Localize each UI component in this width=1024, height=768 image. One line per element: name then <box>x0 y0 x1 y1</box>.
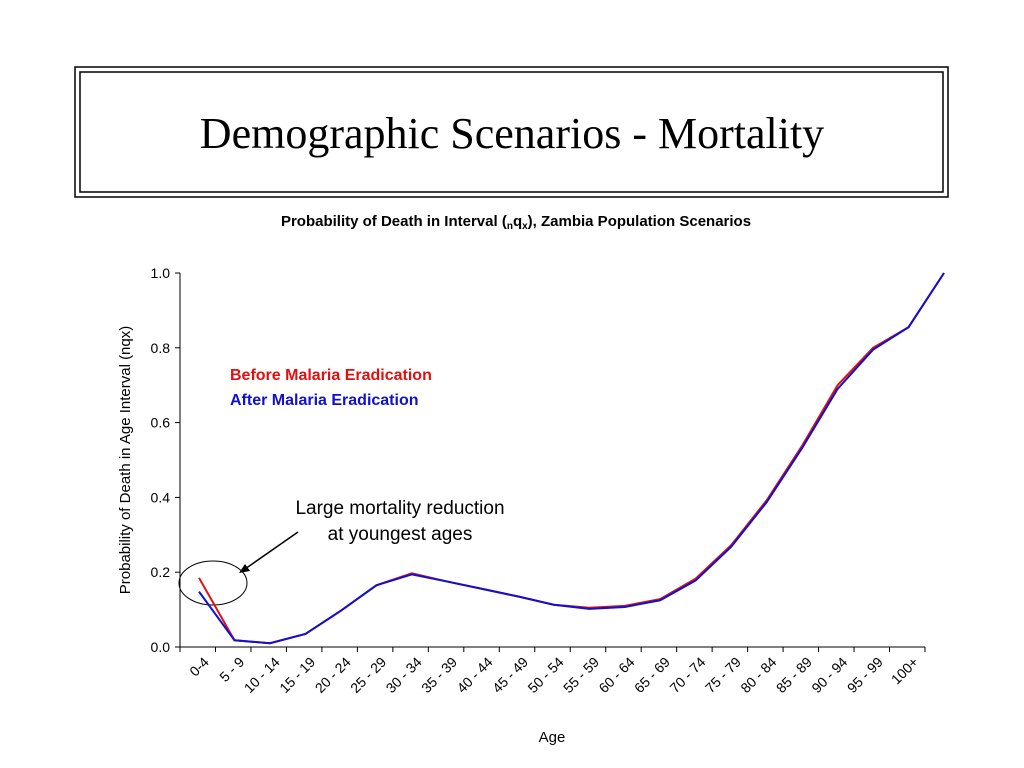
x-tick-label: 20 - 24 <box>312 654 354 696</box>
title-part: n <box>507 221 513 232</box>
annotation: at youngest ages <box>328 524 473 545</box>
x-tick-label: 90 - 94 <box>808 654 850 696</box>
x-tick-label: 100+ <box>888 654 922 688</box>
x-tick-label: 15 - 19 <box>276 654 318 696</box>
series-line <box>198 272 945 645</box>
x-tick-label: 5 - 9 <box>216 654 247 685</box>
y-axis-label: Probability of Death in Age Interval (nq… <box>117 326 134 594</box>
x-axis-label: Age <box>539 729 566 746</box>
y-tick-label: 0.6 <box>151 415 171 431</box>
title-part: ), Zambia Population Scenarios <box>528 213 751 230</box>
series-line <box>198 272 945 645</box>
y-tick-label: 1.0 <box>151 265 171 281</box>
title-part: q <box>513 213 522 230</box>
x-tick-label: 50 - 54 <box>524 654 566 696</box>
x-tick-label: 25 - 29 <box>347 654 389 696</box>
title-box-inner <box>79 71 944 193</box>
x-tick-label: 65 - 69 <box>631 654 673 696</box>
x-tick-label: 60 - 64 <box>595 654 637 696</box>
x-tick-label: 40 - 44 <box>454 654 496 696</box>
x-tick-label: 45 - 49 <box>489 654 531 696</box>
x-tick-label: 75 - 79 <box>702 654 744 696</box>
x-tick-label: 55 - 59 <box>560 654 602 696</box>
x-tick-label: 35 - 39 <box>418 654 460 696</box>
title-box <box>74 66 949 198</box>
arrow <box>244 531 299 570</box>
title-part: x <box>522 221 528 232</box>
legend-entry: Before Malaria Eradication <box>230 367 432 384</box>
x-tick-label: 85 - 89 <box>773 654 815 696</box>
y-tick-label: 0.0 <box>151 639 171 655</box>
y-tick-label: 0.4 <box>151 489 171 505</box>
y-tick-label: 0.2 <box>151 564 171 580</box>
title-part: Probability of Death in Interval ( <box>281 213 507 230</box>
legend-entry: After Malaria Eradication <box>230 392 419 409</box>
chart-title: Probability of Death in Interval (nqx), … <box>281 213 751 232</box>
slide-title: Demographic Scenarios - Mortality <box>200 109 824 158</box>
x-tick-label: 30 - 34 <box>383 654 425 696</box>
x-tick-label: 70 - 74 <box>666 654 708 696</box>
x-tick-label: 0-4 <box>186 654 212 680</box>
annotation: Large mortality reduction <box>295 498 504 519</box>
arrow-head <box>239 564 250 573</box>
x-tick-label: 80 - 84 <box>737 654 779 696</box>
highlight-ellipse <box>178 560 248 606</box>
y-tick-label: 0.8 <box>151 340 171 356</box>
x-tick-label: 95 - 99 <box>844 654 886 696</box>
x-tick-label: 10 - 14 <box>241 654 283 696</box>
